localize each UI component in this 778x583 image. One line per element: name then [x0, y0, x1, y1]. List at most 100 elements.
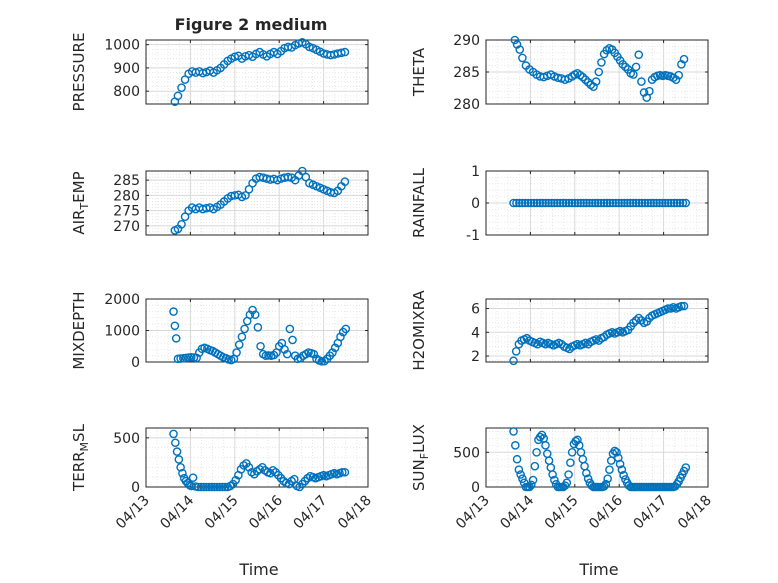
data-point [678, 198, 688, 208]
data-point [677, 301, 686, 311]
data-point [180, 212, 190, 222]
data-point [174, 455, 184, 464]
data-point [596, 198, 606, 208]
data-point [525, 482, 534, 492]
data-point [663, 198, 673, 208]
data-point [177, 220, 186, 229]
data-point [579, 198, 588, 208]
data-point [629, 70, 638, 79]
x-tick-label: 04/18 [675, 493, 715, 533]
data-point [629, 318, 638, 328]
data-point [516, 470, 525, 479]
y-axis-label: H2OMIXRA [410, 290, 428, 371]
data-point [558, 198, 568, 208]
subplot-5: 0 1000 2000 MIXDEPTH [70, 291, 369, 371]
axes-frame [145, 170, 369, 236]
data-point [594, 67, 604, 77]
data-point [250, 310, 260, 320]
data-point [199, 482, 209, 492]
data-point [176, 463, 185, 472]
data-point [643, 198, 653, 208]
x-tick-label: 04/14 [497, 492, 537, 532]
y-tick-label: -1 [466, 228, 480, 244]
data-point [510, 35, 520, 45]
data-point [588, 198, 597, 208]
data-point [603, 474, 612, 483]
data-point [599, 482, 609, 491]
data-point [602, 198, 612, 208]
subplot-6: 2 4 6 H2OMIXRA [410, 290, 709, 371]
data-point [336, 332, 345, 342]
data-point [553, 198, 562, 208]
data-point [581, 75, 590, 84]
data-point [240, 324, 249, 334]
y-tick-label: 270 [113, 219, 140, 235]
data-point [171, 438, 180, 448]
data-point [655, 198, 664, 208]
data-point [244, 463, 254, 472]
data-point [550, 475, 559, 485]
data-point [526, 480, 536, 490]
data-point [248, 305, 257, 315]
data-point [520, 198, 530, 208]
y-tick-label: 900 [113, 61, 140, 77]
data-point [640, 198, 650, 208]
y-tick-label: 1000 [104, 38, 140, 54]
data-point [337, 48, 346, 58]
y-tick-label: 500 [113, 431, 140, 447]
data-point [631, 316, 641, 325]
x-tick-label: 04/16 [586, 492, 626, 532]
data-point [617, 198, 626, 208]
y-axis-label: TERRMSL [70, 423, 91, 492]
data-point [305, 42, 314, 52]
x-tick-label: 04/15 [202, 493, 242, 533]
data-point [550, 198, 559, 208]
data-point [623, 198, 632, 208]
x-axis-label: Time [578, 560, 618, 579]
data-point [237, 332, 247, 342]
data-point [218, 482, 227, 492]
axes-frame [485, 298, 709, 363]
y-tick-label: 285 [113, 173, 140, 189]
y-tick-label: 1 [471, 164, 480, 180]
data-point [679, 301, 689, 311]
data-point [171, 334, 181, 343]
data-point [340, 177, 350, 186]
data-point [573, 198, 583, 208]
data-point [253, 323, 263, 332]
data-point [282, 349, 292, 359]
data-point [285, 324, 295, 334]
data-point [608, 198, 618, 208]
data-point [532, 198, 542, 208]
data-point [573, 435, 582, 445]
data-point [564, 198, 574, 208]
data-point [637, 77, 646, 86]
data-point [256, 341, 265, 351]
x-tick-label: 04/14 [157, 492, 197, 532]
data-point [169, 429, 178, 439]
y-tick-label: 4 [471, 325, 480, 341]
y-tick-label: 280 [453, 97, 480, 113]
data-point [567, 447, 577, 457]
data-point [583, 474, 593, 483]
data-point [562, 478, 572, 488]
data-point [547, 198, 556, 208]
data-point [207, 482, 217, 492]
data-point [672, 198, 682, 208]
data-point [511, 347, 521, 356]
data-point [617, 465, 627, 474]
y-tick-label: 500 [453, 445, 480, 461]
data-point [512, 198, 521, 208]
y-tick-label: 290 [453, 33, 480, 49]
data-point [646, 198, 656, 208]
y-tick-label: 0 [471, 480, 480, 496]
data-point [582, 198, 591, 208]
y-tick-label: 1000 [104, 324, 140, 340]
data-point [515, 45, 525, 54]
data-point [637, 316, 646, 325]
x-tick-label: 04/16 [246, 492, 286, 532]
data-point [196, 482, 206, 492]
data-point [631, 62, 641, 72]
